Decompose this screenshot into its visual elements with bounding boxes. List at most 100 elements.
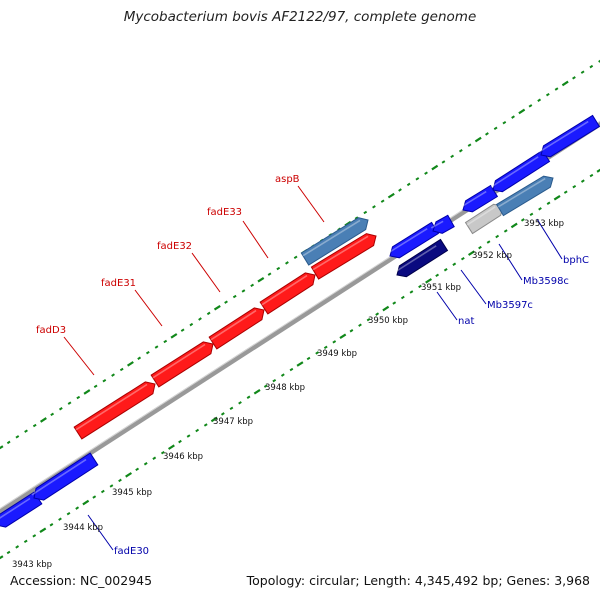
track-dot (598, 59, 600, 63)
gene-nat-shine (394, 245, 437, 273)
gene-bphC-b-shine (497, 177, 546, 208)
track-dot (458, 149, 463, 153)
track-dot (349, 329, 354, 333)
track-dot (257, 276, 265, 283)
track-dot (409, 290, 414, 294)
gene-nat-b-body (432, 214, 455, 234)
kbp-label: 3951 kbp (421, 283, 461, 293)
track-dot (450, 154, 455, 159)
track-dot (443, 268, 448, 272)
track-dot (323, 345, 328, 350)
track-dot (589, 64, 594, 69)
track-dot (263, 384, 268, 388)
gene-label-aspB: aspB (275, 174, 300, 185)
track-dot (127, 361, 134, 367)
track-dot (332, 340, 337, 344)
track-dot (580, 179, 585, 183)
leader-fadE33 (242, 220, 269, 259)
gene-nat-b-shine (430, 220, 444, 229)
leader-fadE32 (191, 252, 221, 293)
track-dot (6, 440, 11, 445)
gene-fadE30-body (33, 452, 99, 501)
track-dot (554, 87, 559, 91)
kbp-label: 3947 kbp (213, 417, 253, 427)
track-dot (49, 523, 54, 527)
track-dot (40, 417, 47, 423)
kbp-label: 3952 kbp (472, 251, 512, 261)
gene-Mb3597c (460, 184, 499, 213)
track-dot (32, 534, 37, 538)
track-dot (82, 499, 90, 506)
leader-fadE30 (87, 514, 114, 551)
gene-label-fadD3: fadD3 (36, 325, 66, 336)
gene-Mb3597c-shine (460, 190, 487, 208)
track-dot (511, 115, 515, 119)
track-dot (563, 190, 568, 194)
gene-label-fadE32: fadE32 (157, 241, 192, 252)
track-dot (400, 295, 405, 300)
gene-label-Mb3598c: Mb3598c (523, 276, 569, 287)
gene-bphC-b (495, 175, 554, 217)
track-dot (24, 429, 28, 433)
track-dot (315, 351, 320, 355)
track-dot (118, 478, 122, 483)
track-dot (267, 272, 272, 276)
gene-fadE33-shine (261, 274, 308, 306)
gene-fadE33-body (259, 272, 316, 315)
leader-fadD3 (63, 336, 95, 376)
track-dot (152, 456, 157, 460)
track-dot (66, 511, 71, 516)
track-dot (293, 255, 298, 260)
leader-fadE31 (134, 289, 163, 327)
track-dot (478, 245, 482, 250)
leader-Mb3598c (498, 243, 523, 281)
track-dot (518, 108, 526, 115)
track-dot (372, 205, 376, 209)
track-dot (119, 367, 124, 372)
kbp-label: 3944 kbp (63, 523, 103, 533)
dotted-tracks (0, 59, 600, 560)
gene-fadE31-shine (152, 343, 206, 379)
track-dot (431, 164, 439, 171)
track-dot (111, 373, 115, 377)
track-dot (468, 250, 475, 256)
track-dot (435, 273, 440, 278)
track-dot (415, 177, 420, 181)
kbp-scale-labels: 3943 kbp 3944 kbp 3945 kbp 3946 kbp 3947 kbp… (12, 219, 564, 570)
track-dot (23, 539, 28, 544)
track-dot (229, 406, 234, 411)
track-dot (6, 550, 11, 555)
track-dot (253, 388, 261, 395)
kbp-label: 3946 kbp (163, 452, 203, 462)
track-dot (553, 194, 561, 201)
track-dot (238, 401, 242, 405)
track-dot (178, 439, 182, 444)
gene-aspB-body (310, 233, 377, 280)
gene-aspB-alt-body (300, 217, 369, 266)
track-dot (272, 378, 277, 383)
kbp-label: 3953 kbp (524, 219, 564, 229)
track-dot (424, 171, 428, 175)
gene-fadE32 (208, 307, 265, 350)
track-dot (572, 76, 576, 80)
track-dot (83, 389, 91, 395)
track-dot (170, 333, 178, 339)
page-title: Mycobacterium bovis AF2122/97, complete … (123, 9, 477, 25)
track-dot (137, 356, 142, 360)
gene-fadD3 (73, 381, 156, 440)
track-dot (486, 240, 491, 244)
track-dot (246, 395, 251, 399)
track-dot (418, 284, 422, 289)
gene-nat (394, 238, 449, 278)
track-dot (580, 70, 585, 74)
track-dot (109, 484, 114, 488)
gene-label-fadE31: fadE31 (101, 278, 136, 289)
gene-fadE30-a-shine (0, 497, 31, 519)
gene-label-bphC: bphC (563, 255, 589, 266)
track-dot (474, 136, 482, 143)
gene-label-fadE30: fadE30 (114, 546, 149, 557)
track-dot (32, 423, 37, 428)
track-dot (160, 450, 165, 455)
gene-aspB-alt (300, 217, 369, 266)
